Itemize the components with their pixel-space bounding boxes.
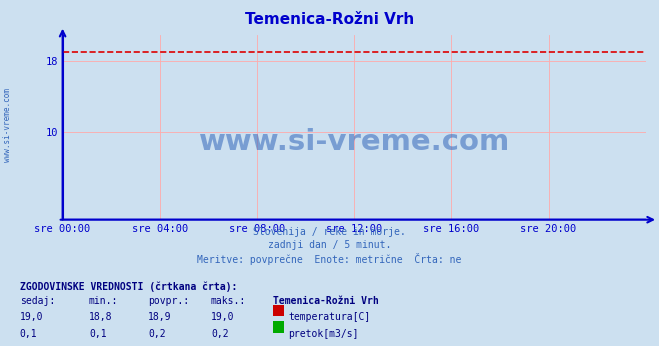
- Text: 19,0: 19,0: [211, 312, 235, 322]
- Text: 18,8: 18,8: [89, 312, 113, 322]
- Text: Meritve: povprečne  Enote: metrične  Črta: ne: Meritve: povprečne Enote: metrične Črta:…: [197, 253, 462, 265]
- Text: zadnji dan / 5 minut.: zadnji dan / 5 minut.: [268, 240, 391, 250]
- Text: Temenica-Rožni Vrh: Temenica-Rožni Vrh: [245, 12, 414, 27]
- Text: www.si-vreme.com: www.si-vreme.com: [3, 88, 13, 162]
- Text: 19,0: 19,0: [20, 312, 43, 322]
- Text: 0,1: 0,1: [20, 329, 38, 339]
- Text: 0,1: 0,1: [89, 329, 107, 339]
- Text: povpr.:: povpr.:: [148, 296, 189, 306]
- Text: www.si-vreme.com: www.si-vreme.com: [198, 128, 510, 156]
- Text: ZGODOVINSKE VREDNOSTI (črtkana črta):: ZGODOVINSKE VREDNOSTI (črtkana črta):: [20, 282, 237, 292]
- Text: pretok[m3/s]: pretok[m3/s]: [288, 329, 358, 339]
- Text: 0,2: 0,2: [148, 329, 166, 339]
- Text: 18,9: 18,9: [148, 312, 172, 322]
- Text: min.:: min.:: [89, 296, 119, 306]
- Text: 0,2: 0,2: [211, 329, 229, 339]
- Text: sedaj:: sedaj:: [20, 296, 55, 306]
- Text: temperatura[C]: temperatura[C]: [288, 312, 370, 322]
- Text: Temenica-Rožni Vrh: Temenica-Rožni Vrh: [273, 296, 379, 306]
- Text: maks.:: maks.:: [211, 296, 246, 306]
- Text: Slovenija / reke in morje.: Slovenija / reke in morje.: [253, 227, 406, 237]
